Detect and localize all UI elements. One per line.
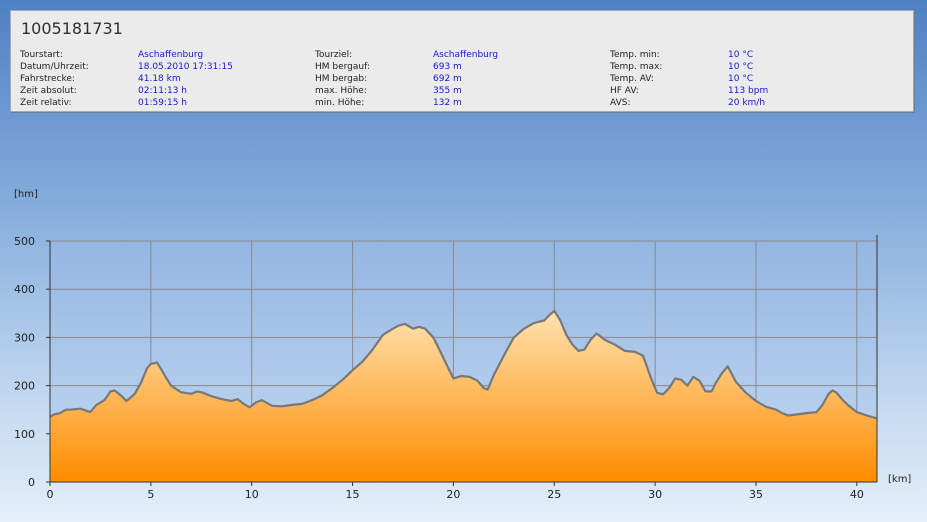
y-tick-label: 400 (14, 283, 35, 296)
info-value: 01:59:15 h (138, 98, 187, 108)
x-axis-label: [km] (888, 474, 911, 485)
info-label: Temp. max: (610, 62, 663, 72)
axes (49, 235, 878, 483)
info-label: Fahrstrecke: (20, 74, 75, 84)
info-label: Temp. AV: (610, 74, 654, 84)
x-tick-label: 30 (648, 488, 662, 501)
elevation-area (50, 310, 877, 482)
x-tick-label: 10 (245, 488, 259, 501)
x-tick-label: 40 (850, 488, 864, 501)
y-axis-label: [hm] (14, 189, 38, 200)
info-value: 113 bpm (728, 86, 769, 96)
info-label: Zeit relativ: (20, 98, 72, 108)
elevation-line (49, 309, 878, 420)
info-label: Datum/Uhrzeit: (20, 62, 89, 72)
y-tick-label: 100 (14, 428, 35, 441)
x-tick-label: 20 (446, 488, 460, 501)
info-label: min. Höhe: (315, 98, 365, 108)
tour-info-panel: 1005181731 Tourstart: Aschaffenburg Datu… (10, 10, 914, 112)
y-tick-label: 200 (14, 380, 35, 393)
x-tick-label: 5 (147, 488, 154, 501)
info-value: 18.05.2010 17:31:15 (138, 62, 233, 72)
x-tick-label: 25 (547, 488, 561, 501)
info-value: 41.18 km (138, 74, 181, 84)
x-tick-labels: 0 5 10 15 20 25 30 35 40 (47, 482, 864, 501)
info-value: 20 km/h (728, 98, 766, 108)
info-label: Temp. min: (610, 50, 660, 60)
info-value: Aschaffenburg (138, 50, 204, 60)
y-tick-label: 500 (14, 235, 35, 248)
info-label: Zeit absolut: (20, 86, 77, 96)
y-tick-labels: 0 100 200 300 400 500 (14, 235, 50, 489)
info-value: 355 m (433, 86, 462, 96)
info-label: AVS: (610, 98, 631, 108)
info-label: HM bergab: (315, 74, 368, 84)
info-value: 10 °C (728, 74, 754, 84)
info-label: HM bergauf: (315, 62, 370, 72)
tour-id-title: 1005181731 (21, 19, 123, 38)
info-label: HF AV: (610, 86, 639, 96)
x-tick-label: 35 (749, 488, 763, 501)
x-tick-label: 0 (47, 488, 54, 501)
info-label: max. Höhe: (315, 86, 367, 96)
info-value: 10 °C (728, 62, 754, 72)
info-value: 692 m (433, 74, 462, 84)
y-tick-label: 0 (28, 476, 35, 489)
info-value: Aschaffenburg (433, 50, 499, 60)
info-value: 693 m (433, 62, 462, 72)
info-value: 10 °C (728, 50, 754, 60)
y-tick-label: 300 (14, 331, 35, 344)
info-value: 02:11:13 h (138, 86, 187, 96)
x-tick-label: 15 (346, 488, 360, 501)
info-label: Tourstart: (20, 50, 63, 60)
info-label: Tourziel: (315, 50, 353, 60)
info-value: 132 m (433, 98, 462, 108)
